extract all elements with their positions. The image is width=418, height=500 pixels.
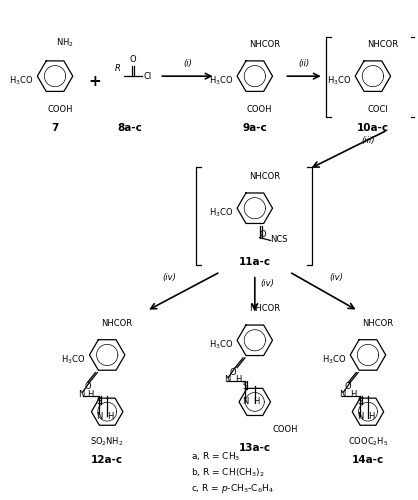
Text: 11a-c: 11a-c (239, 257, 271, 267)
Text: H: H (368, 412, 375, 420)
Text: COOH: COOH (273, 426, 298, 434)
Text: 7: 7 (51, 123, 59, 133)
Text: O: O (345, 382, 352, 392)
Text: (i): (i) (183, 60, 192, 68)
Text: H: H (107, 412, 114, 420)
Text: N: N (357, 412, 363, 420)
Text: H$_3$CO: H$_3$CO (322, 354, 347, 366)
Text: b, R = CH(CH$_3$)$_2$: b, R = CH(CH$_3$)$_2$ (191, 466, 265, 479)
Text: S: S (97, 397, 102, 406)
Text: +: + (88, 74, 101, 88)
Text: H: H (235, 375, 242, 384)
Text: H$_3$CO: H$_3$CO (9, 75, 33, 88)
Text: NHCOR: NHCOR (249, 40, 280, 49)
Text: H: H (350, 390, 357, 398)
Text: S: S (242, 382, 247, 391)
Text: COOC$_2$H$_5$: COOC$_2$H$_5$ (348, 435, 388, 448)
Text: O: O (84, 382, 91, 392)
Text: S: S (357, 397, 363, 406)
Text: NHCOR: NHCOR (102, 318, 133, 328)
Text: a, R = CH$_3$: a, R = CH$_3$ (191, 451, 240, 464)
Text: COOH: COOH (247, 106, 273, 114)
Text: 10a-c: 10a-c (357, 123, 389, 133)
Text: N: N (224, 375, 230, 384)
Text: NHCOR: NHCOR (367, 40, 398, 49)
Text: (iv): (iv) (162, 272, 176, 281)
Text: Cl: Cl (144, 72, 152, 80)
Text: N: N (242, 397, 248, 406)
Text: N: N (79, 390, 85, 398)
Text: H: H (87, 390, 94, 398)
Text: (iv): (iv) (329, 272, 344, 281)
Text: c, R = $p$-CH$_3$-C$_6$H$_4$: c, R = $p$-CH$_3$-C$_6$H$_4$ (191, 482, 274, 495)
Text: NHCOR: NHCOR (249, 304, 280, 313)
Text: R: R (115, 64, 121, 73)
Text: H: H (253, 397, 259, 406)
Text: NCS: NCS (270, 235, 288, 244)
Text: H$_3$CO: H$_3$CO (209, 339, 233, 351)
Text: NHCOR: NHCOR (249, 172, 280, 181)
Text: H$_3$CO: H$_3$CO (61, 354, 86, 366)
Text: O: O (130, 56, 136, 64)
Text: COCl: COCl (367, 106, 388, 114)
Text: H$_3$CO: H$_3$CO (209, 207, 233, 220)
Text: H$_3$CO: H$_3$CO (209, 75, 233, 88)
Text: 8a-c: 8a-c (117, 123, 142, 133)
Text: O: O (260, 230, 266, 238)
Text: 13a-c: 13a-c (239, 443, 271, 453)
Text: (ii): (ii) (298, 60, 310, 68)
Text: N: N (96, 412, 102, 420)
Text: NH$_2$: NH$_2$ (56, 36, 74, 49)
Text: O: O (230, 368, 237, 376)
Text: (iv): (iv) (261, 280, 275, 288)
Text: SO$_2$NH$_2$: SO$_2$NH$_2$ (90, 435, 124, 448)
Text: 14a-c: 14a-c (352, 454, 384, 464)
Text: (iii): (iii) (361, 136, 375, 144)
Text: 12a-c: 12a-c (91, 454, 123, 464)
Text: NHCOR: NHCOR (362, 318, 393, 328)
Text: H$_3$CO: H$_3$CO (327, 75, 351, 88)
Text: N: N (339, 390, 346, 398)
Text: COOH: COOH (47, 106, 73, 114)
Text: 9a-c: 9a-c (242, 123, 267, 133)
